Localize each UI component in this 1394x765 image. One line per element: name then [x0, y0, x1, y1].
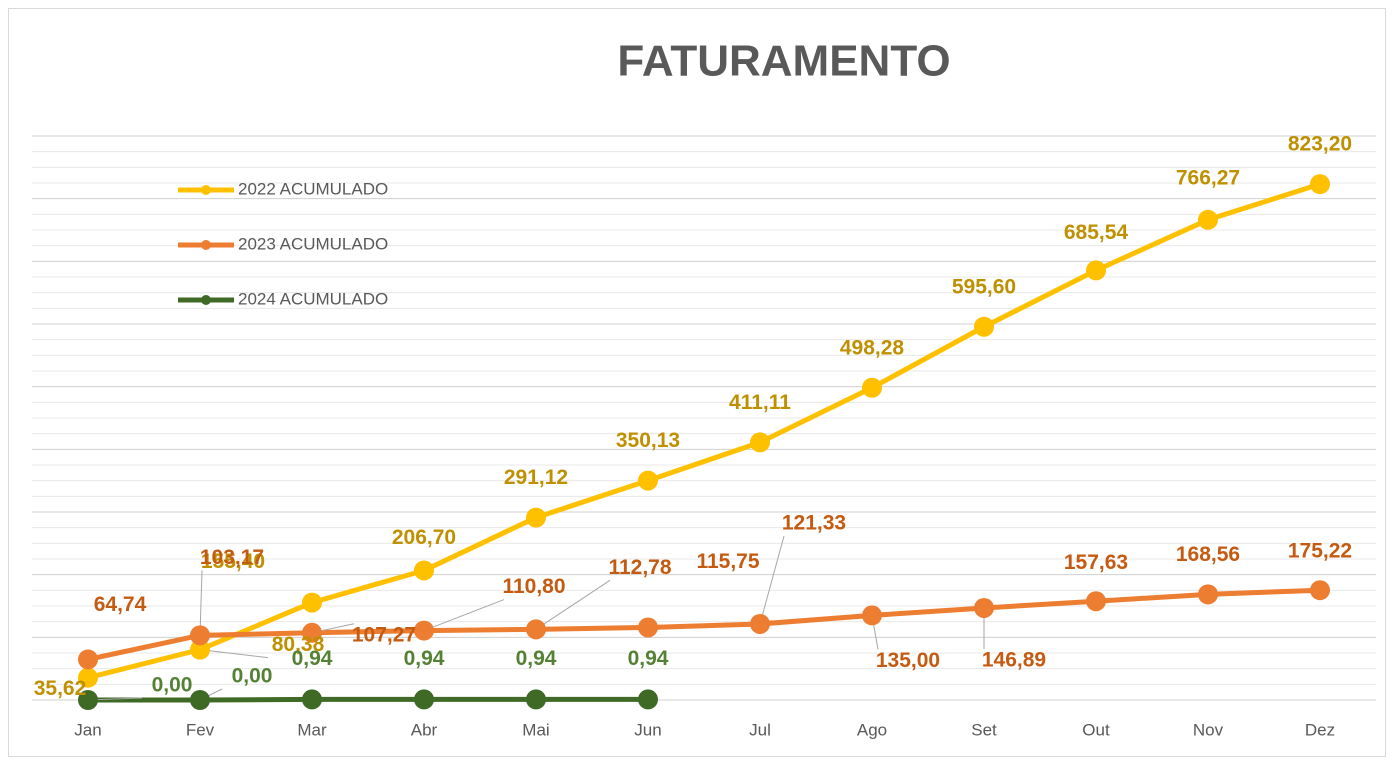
series-line: [87, 181, 1321, 681]
leader-line: [759, 535, 785, 625]
data-point: [974, 597, 994, 618]
data-point: [526, 619, 546, 640]
data-label: 64,74: [94, 593, 147, 616]
data-label: 135,00: [876, 649, 940, 672]
data-point: [638, 617, 658, 638]
data-point: [78, 667, 98, 688]
x-tick-label: Set: [971, 720, 997, 739]
data-point: [638, 689, 658, 710]
data-point: [78, 649, 98, 670]
data-point: [78, 690, 98, 710]
x-tick-label: Fev: [186, 720, 215, 739]
data-label: 168,56: [1176, 543, 1240, 566]
legend-label: 2024 ACUMULADO: [238, 289, 388, 308]
data-label: 766,27: [1176, 166, 1240, 189]
data-point: [526, 507, 546, 528]
data-label: 291,12: [504, 466, 568, 489]
data-point: [1198, 209, 1218, 230]
data-label: 0,94: [292, 647, 333, 670]
data-label: 0,94: [404, 647, 445, 670]
leader-line: [423, 599, 505, 632]
legend-label: 2023 ACUMULADO: [238, 234, 388, 253]
data-point: [526, 689, 546, 710]
x-tick-label: Ago: [857, 720, 887, 739]
data-point: [302, 622, 322, 643]
data-label: 103,17: [200, 546, 264, 569]
x-tick-label: Jul: [749, 720, 771, 739]
data-label: 206,70: [392, 526, 456, 549]
x-tick-label: Jun: [634, 720, 661, 739]
legend-label: 2022 ACUMULADO: [238, 179, 388, 198]
x-tick-label: Nov: [1193, 720, 1224, 739]
data-label: 110,80: [502, 575, 565, 598]
data-point: [190, 690, 210, 710]
data-point: [862, 605, 882, 626]
data-label: 823,20: [1288, 133, 1352, 156]
series-line: [88, 696, 648, 703]
data-label: 498,28: [840, 336, 905, 359]
legend-marker: [201, 185, 211, 195]
data-label: 411,11: [729, 391, 791, 414]
data-point: [1310, 580, 1330, 601]
series-line: [87, 587, 1321, 662]
data-label: 0,94: [628, 647, 669, 670]
data-label: 121,33: [782, 512, 846, 535]
data-point: [1310, 174, 1330, 195]
data-label: 595,60: [952, 275, 1016, 298]
x-tick-label: Mai: [522, 720, 549, 739]
data-label: 115,75: [696, 550, 759, 573]
data-point: [190, 625, 210, 646]
x-tick-label: Out: [1082, 720, 1110, 739]
data-point: [862, 377, 882, 398]
data-point: [414, 560, 434, 581]
leader-line: [199, 570, 203, 636]
data-point: [1086, 260, 1106, 281]
data-point: [414, 620, 434, 641]
data-point: [750, 613, 770, 634]
data-label: 112,78: [608, 556, 671, 579]
data-label: 175,22: [1288, 540, 1352, 563]
data-label: 107,27: [352, 623, 416, 646]
data-point: [414, 689, 434, 710]
data-point: [1086, 591, 1106, 612]
data-label: 146,89: [982, 648, 1046, 671]
data-label: 685,54: [1064, 221, 1129, 244]
data-label: 157,63: [1064, 551, 1128, 574]
data-point: [974, 316, 994, 337]
data-label: 0,94: [516, 647, 557, 670]
leader-line: [535, 579, 611, 630]
x-tick-label: Abr: [411, 720, 438, 739]
data-label: 0,00: [152, 674, 193, 697]
data-label: 80,38: [272, 633, 325, 656]
data-point: [302, 592, 322, 613]
legend-marker: [201, 240, 211, 250]
x-tick-label: Jan: [74, 720, 101, 739]
data-label: 35,62: [34, 677, 87, 700]
data-point: [1198, 584, 1218, 605]
data-point: [750, 432, 770, 453]
data-label: 155,40: [201, 550, 265, 573]
data-point: [638, 470, 658, 491]
legend-marker: [201, 295, 211, 305]
data-point: [190, 639, 210, 660]
chart-title: FATURAMENTO: [617, 37, 950, 86]
data-label: 350,13: [616, 429, 680, 452]
leader-line: [199, 649, 269, 659]
data-label: 0,00: [232, 665, 273, 688]
data-point: [302, 689, 322, 710]
x-tick-label: Mar: [297, 720, 327, 739]
x-tick-label: Dez: [1305, 720, 1335, 739]
